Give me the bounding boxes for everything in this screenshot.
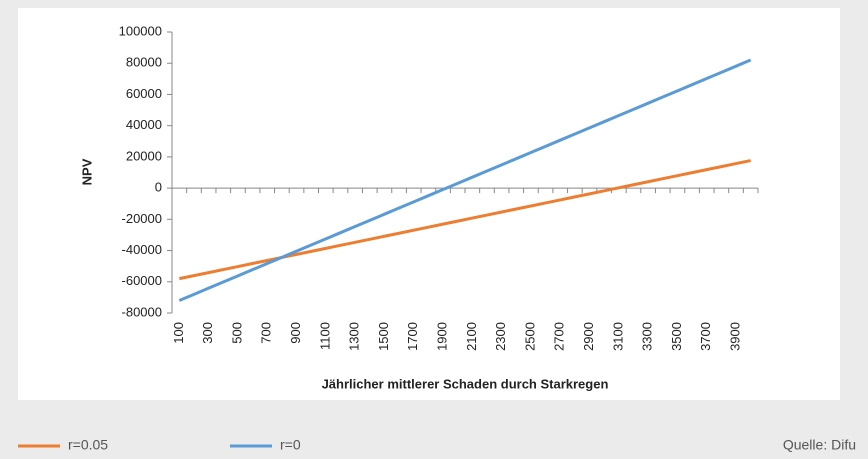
y-tick-label: -80000 <box>122 304 162 319</box>
x-tick-label: 900 <box>288 322 303 344</box>
x-tick-label: 2100 <box>464 322 479 351</box>
x-tick-label: 100 <box>171 322 186 344</box>
y-tick-label: 0 <box>155 180 162 195</box>
legend-label: r=0.05 <box>68 437 108 453</box>
x-tick-label: 3700 <box>698 322 713 351</box>
series-line <box>178 58 752 302</box>
x-tick-label: 1300 <box>347 322 362 351</box>
x-tick-label: 1700 <box>405 322 420 351</box>
x-tick-label: 1900 <box>434 322 449 351</box>
x-tick-label: 3900 <box>727 322 742 351</box>
x-tick-label: 1100 <box>317 322 332 350</box>
x-tick-label: 300 <box>200 322 215 344</box>
x-tick-label: 700 <box>259 322 274 344</box>
legend-label: r=0 <box>280 437 301 453</box>
chart-panel <box>18 8 840 400</box>
y-tick-label: 40000 <box>126 117 162 132</box>
x-tick-label: 3500 <box>669 322 684 351</box>
y-tick-label: 20000 <box>126 148 162 163</box>
x-tick-label: 2700 <box>552 322 567 351</box>
x-axis-label: Jährlicher mittlerer Schaden durch Stark… <box>322 376 609 391</box>
x-tick-label: 1500 <box>376 322 391 351</box>
y-tick-label: 80000 <box>126 55 162 70</box>
y-tick-label: 60000 <box>126 86 162 101</box>
source: Quelle: Difu <box>783 437 856 453</box>
x-tick-label: 3300 <box>640 322 655 351</box>
y-tick-label: -40000 <box>122 242 162 257</box>
x-tick-label: 500 <box>229 322 244 344</box>
x-tick-label: 2500 <box>522 322 537 351</box>
y-tick-label: -60000 <box>122 273 162 288</box>
y-axis-label: NPV <box>79 158 94 185</box>
x-tick-label: 3100 <box>610 322 625 351</box>
y-tick-label: 100000 <box>119 23 162 38</box>
x-tick-label: 2900 <box>581 322 596 351</box>
x-tick-label: 2300 <box>493 322 508 351</box>
y-tick-label: -20000 <box>122 211 162 226</box>
